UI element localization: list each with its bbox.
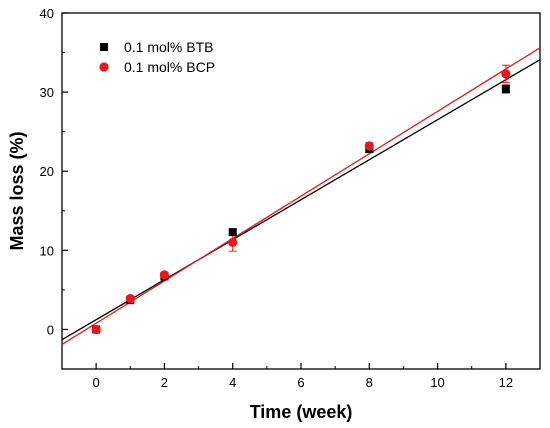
y-tick-label: 20 [40,164,54,179]
data-point-bcp [159,270,170,280]
y-axis-title: Mass loss (%) [7,131,27,250]
x-tick-label: 8 [366,375,373,390]
y-tick-label: 40 [40,6,54,21]
data-point-bcp [91,324,101,335]
x-tick-label: 6 [297,375,304,390]
legend-marker-bcp [99,62,109,72]
data-point-bcp [364,141,374,151]
fit-lines [61,47,541,346]
y-tick-label: 30 [40,85,54,100]
x-tick-label: 2 [161,375,168,390]
x-tick-label: 4 [229,375,236,390]
x-axis-title: Time (week) [250,402,353,422]
fit-line-btb [61,59,541,341]
legend-label: 0.1 mol% BTB [124,39,213,55]
data-markers [91,69,511,335]
legend: 0.1 mol% BTB 0.1 mol% BCP [99,39,215,75]
x-tick-label: 10 [430,375,444,390]
x-tick-label: 0 [93,375,100,390]
y-tick-label: 0 [47,322,54,337]
y-tick-label: 10 [40,243,54,258]
axis-tick-labels: 0 2 4 6 8 10 12 0 10 20 30 40 [40,6,514,390]
data-point-bcp [125,293,135,304]
x-tick-label: 12 [499,375,513,390]
data-point-bcp [501,69,511,79]
legend-label: 0.1 mol% BCP [124,59,215,75]
data-point-btb [228,228,237,237]
axis-ticks [61,12,541,370]
data-point-bcp [228,237,238,248]
data-point-btb [501,84,510,93]
fit-line-bcp [61,47,541,346]
legend-marker-btb [100,43,108,51]
